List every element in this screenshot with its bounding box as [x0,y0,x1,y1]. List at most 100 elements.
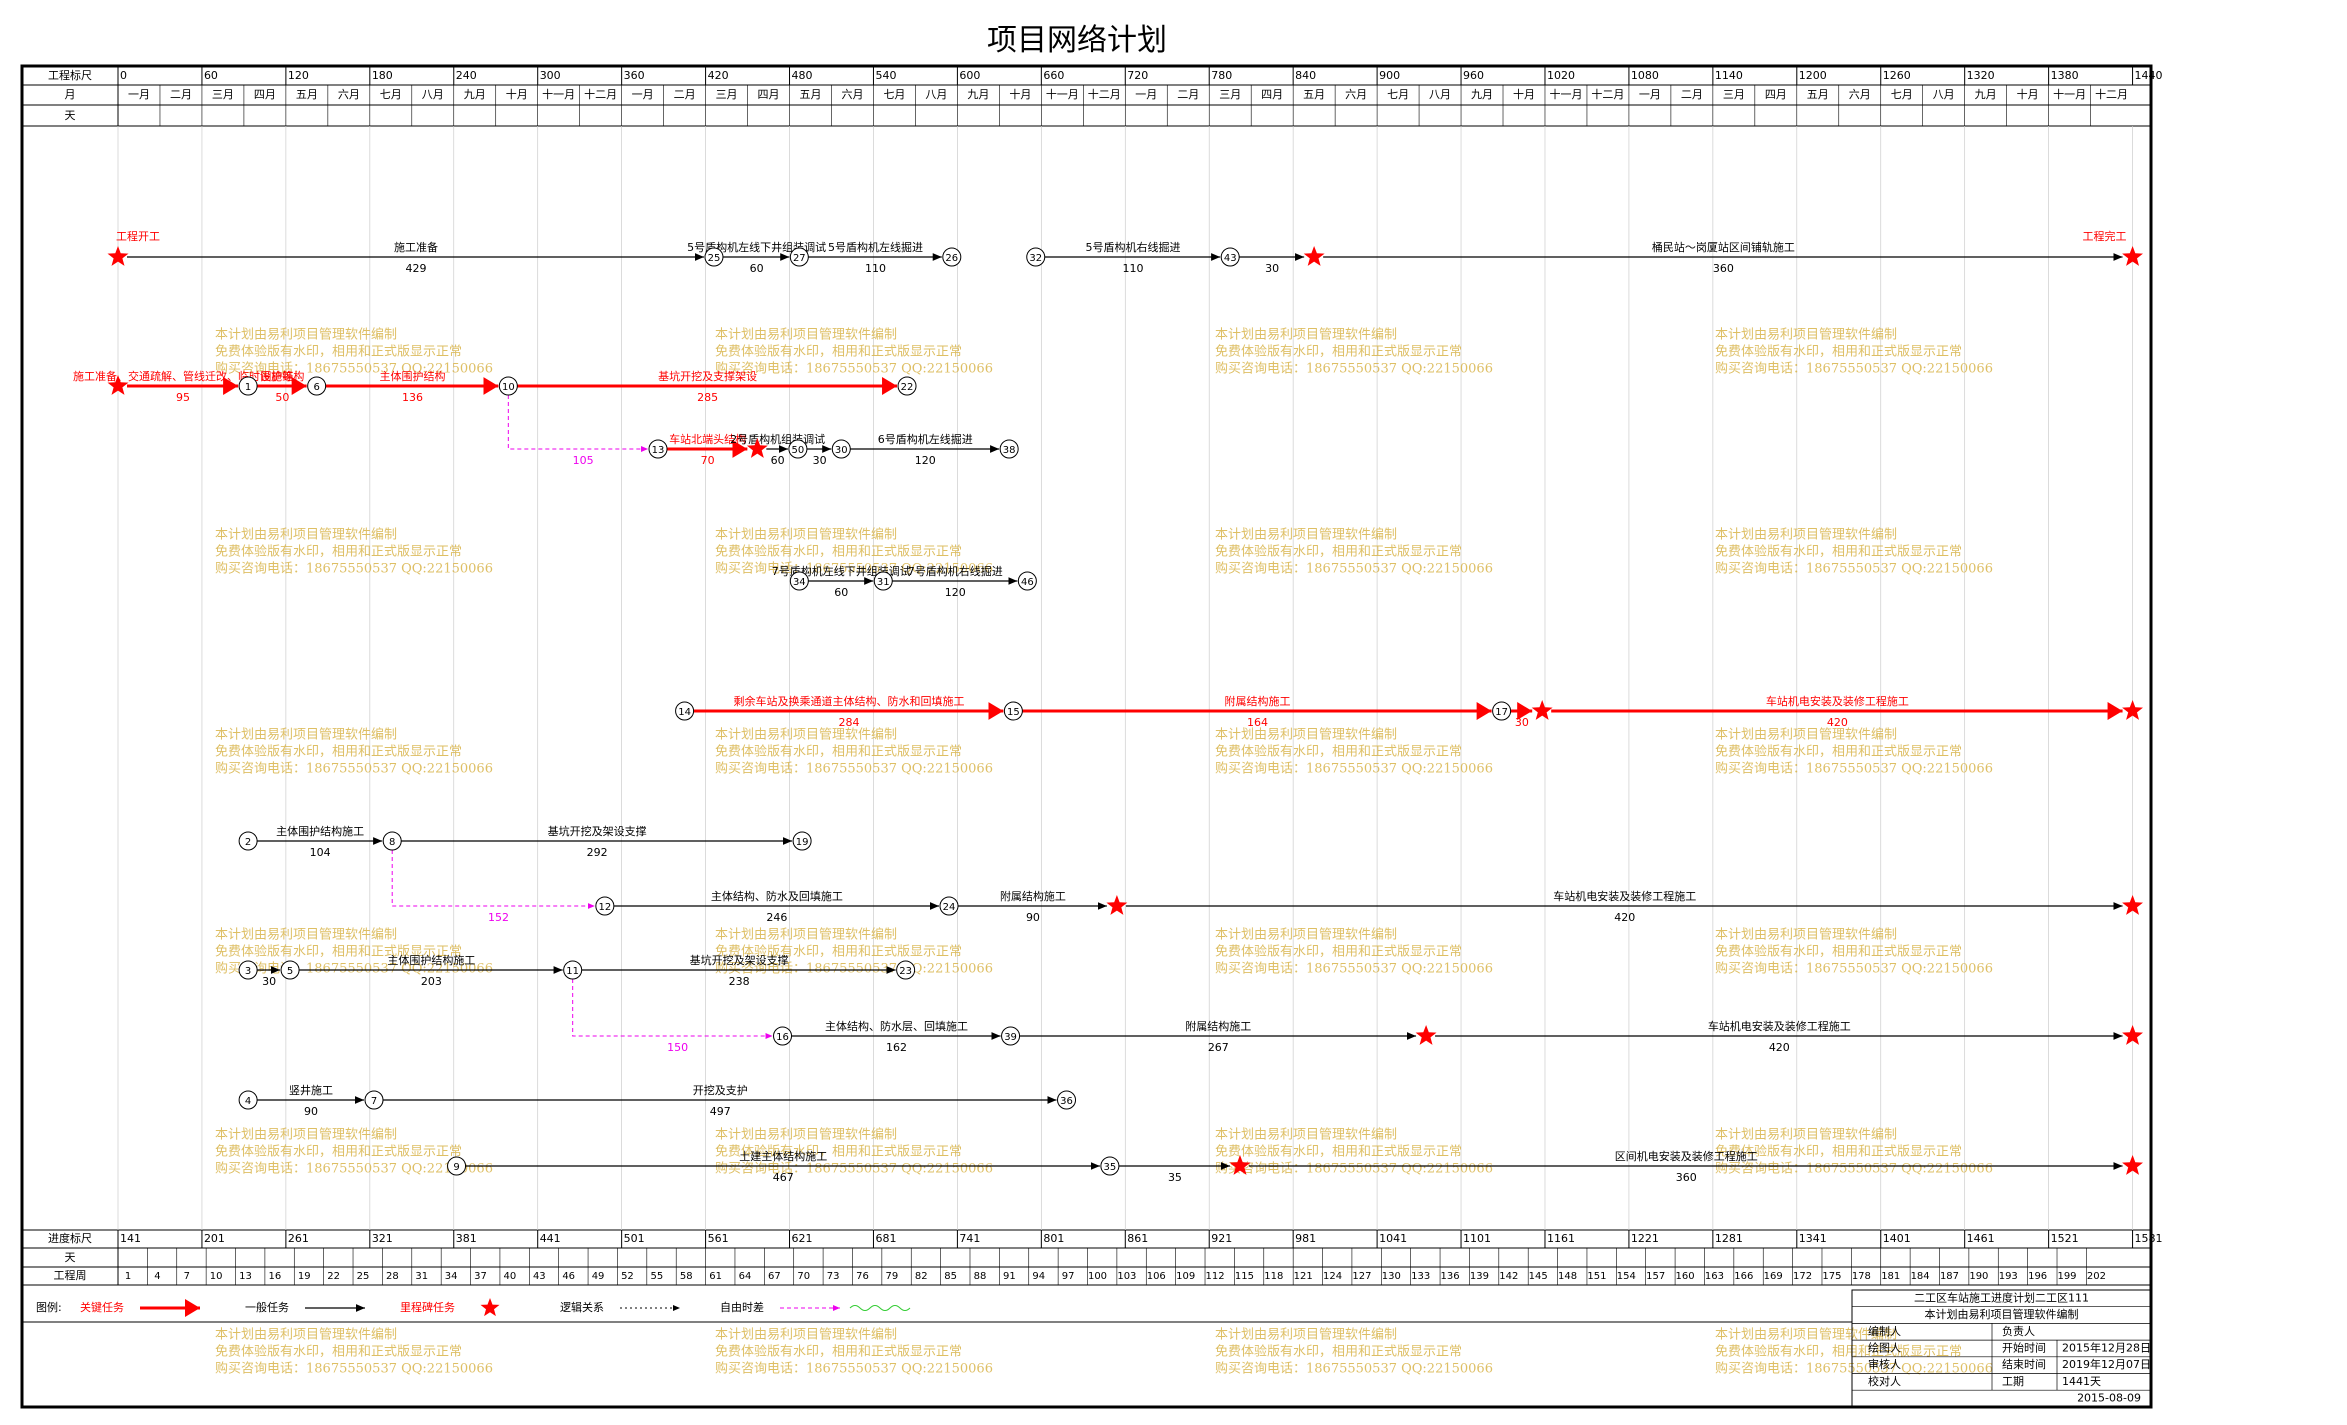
week-label: 136 [1441,1271,1460,1282]
progress-tick-label: 921 [1211,1232,1232,1245]
node [1003,701,1023,721]
scale-tick-label: 1020 [1547,69,1575,82]
watermark: 本计划由易利项目管理软件编制 [715,1328,897,1343]
milestone [1415,1025,1437,1045]
task-name: 基坑开挖及架设支撑 [690,953,789,967]
week-label: 22 [327,1271,340,1282]
month-label: 四月 [1765,88,1787,101]
week-label: 196 [2028,1271,2047,1282]
watermark: 免费体验版有水印，相用和正式版显示正常 [1715,544,1962,560]
row-label: 进度标尺 [48,1231,92,1245]
task-duration: 203 [421,975,442,988]
task-duration: 60 [834,586,848,599]
progress-tick-label: 1401 [1883,1232,1911,1245]
watermark: 免费体验版有水印，相用和正式版显示正常 [1215,344,1462,360]
week-label: 85 [944,1271,957,1282]
month-label: 六月 [1849,88,1871,101]
week-label: 49 [592,1271,605,1282]
node [238,831,258,851]
week-label: 202 [2087,1271,2106,1282]
watermark: 购买咨询电话：18675550537 QQ:22150066 [1215,361,1493,377]
week-label: 34 [445,1271,458,1282]
watermark: 购买咨询电话：18675550537 QQ:22150066 [1715,1361,1993,1377]
legend-label: 里程碑任务 [400,1301,455,1314]
node [280,960,300,980]
scale-tick-label: 180 [372,69,393,82]
month-label: 六月 [841,88,863,101]
month-label: 二月 [1177,88,1199,101]
month-label: 七月 [380,88,402,101]
progress-tick-label: 741 [959,1232,980,1245]
progress-tick-label: 1221 [1631,1232,1659,1245]
node [1220,247,1240,267]
month-label: 十月 [2017,87,2039,101]
week-label: 121 [1294,1271,1313,1282]
task-name: 施工准备 [394,240,438,254]
node-id: 14 [678,707,691,718]
frame [20,64,2153,1409]
node-id: 43 [1224,253,1237,264]
week-label: 1 [125,1271,131,1282]
watermark: 免费体验版有水印，相用和正式版显示正常 [715,544,962,560]
watermark: 购买咨询电话：18675550537 QQ:22150066 [1715,1161,1993,1177]
float-label: 105 [573,454,594,467]
scale-tick-label: 1200 [1799,69,1827,82]
watermark: 本计划由易利项目管理软件编制 [1715,1128,1897,1143]
watermark: 免费体验版有水印，相用和正式版显示正常 [1715,744,1962,760]
task-name: 6号盾构机左线掘进 [878,432,973,446]
legend-title: 图例: [36,1300,62,1314]
month-label: 十月 [506,87,528,101]
progress-tick-label: 441 [540,1232,561,1245]
watermark: 本计划由易利项目管理软件编制 [1715,928,1897,943]
free-float [507,395,649,452]
watermark: 购买咨询电话：18675550537 QQ:22150066 [215,561,493,577]
watermark: 购买咨询电话：18675550537 QQ:22150066 [1715,561,1993,577]
milestone [107,246,129,266]
week-label: 106 [1147,1271,1166,1282]
week-label: 118 [1264,1271,1283,1282]
month-label: 一月 [1135,88,1157,101]
month-label: 一月 [632,88,654,101]
task-name: 施工准备、交通疏解、管线迁改、临时设施等 [73,369,293,383]
node [307,376,327,396]
watermark: 免费体验版有水印，相用和正式版显示正常 [215,344,462,360]
week-label: 88 [974,1271,987,1282]
node [1057,1090,1077,1110]
week-label: 76 [856,1271,869,1282]
node-id: 9 [453,1162,459,1173]
progress-tick-label: 321 [372,1232,393,1245]
month-label: 三月 [212,88,234,101]
task-name: 7号盾构机左线下井组装调试 [772,564,911,578]
month-label: 八月 [422,88,444,101]
node-id: 31 [877,577,890,588]
milestone [1531,700,1553,720]
info-cell: 校对人 [1868,1374,1901,1388]
scale-tick-label: 0 [120,69,127,82]
scale-tick-label: 1440 [2135,69,2163,82]
row-label: 月 [65,88,76,101]
task-duration: 284 [838,716,859,729]
task-duration: 35 [1168,1171,1182,1184]
free-float [572,979,773,1039]
scale-tick-label: 780 [1211,69,1232,82]
task-duration: 360 [1713,262,1734,275]
month-label: 六月 [1345,88,1367,101]
scale-tick-label: 60 [204,69,218,82]
node-id: 38 [1003,445,1016,456]
task-duration: 90 [1026,911,1040,924]
progress-tick-label: 801 [1043,1232,1064,1245]
watermark: 免费体验版有水印，相用和正式版显示正常 [715,744,962,760]
watermark: 本计划由易利项目管理软件编制 [1715,328,1897,343]
scale-tick-label: 660 [1043,69,1064,82]
progress-tick-label: 861 [1127,1232,1148,1245]
task-duration: 420 [1614,911,1635,924]
info-cell: 开始时间 [2002,1340,2046,1354]
month-label: 三月 [1219,88,1241,101]
legend-wave [849,1305,911,1311]
week-label: 64 [739,1271,752,1282]
node [1492,701,1512,721]
scale-tick-label: 540 [875,69,896,82]
month-label: 五月 [1807,88,1829,101]
info-date: 2015-08-09 [2077,1392,2141,1405]
week-label: 148 [1558,1271,1577,1282]
